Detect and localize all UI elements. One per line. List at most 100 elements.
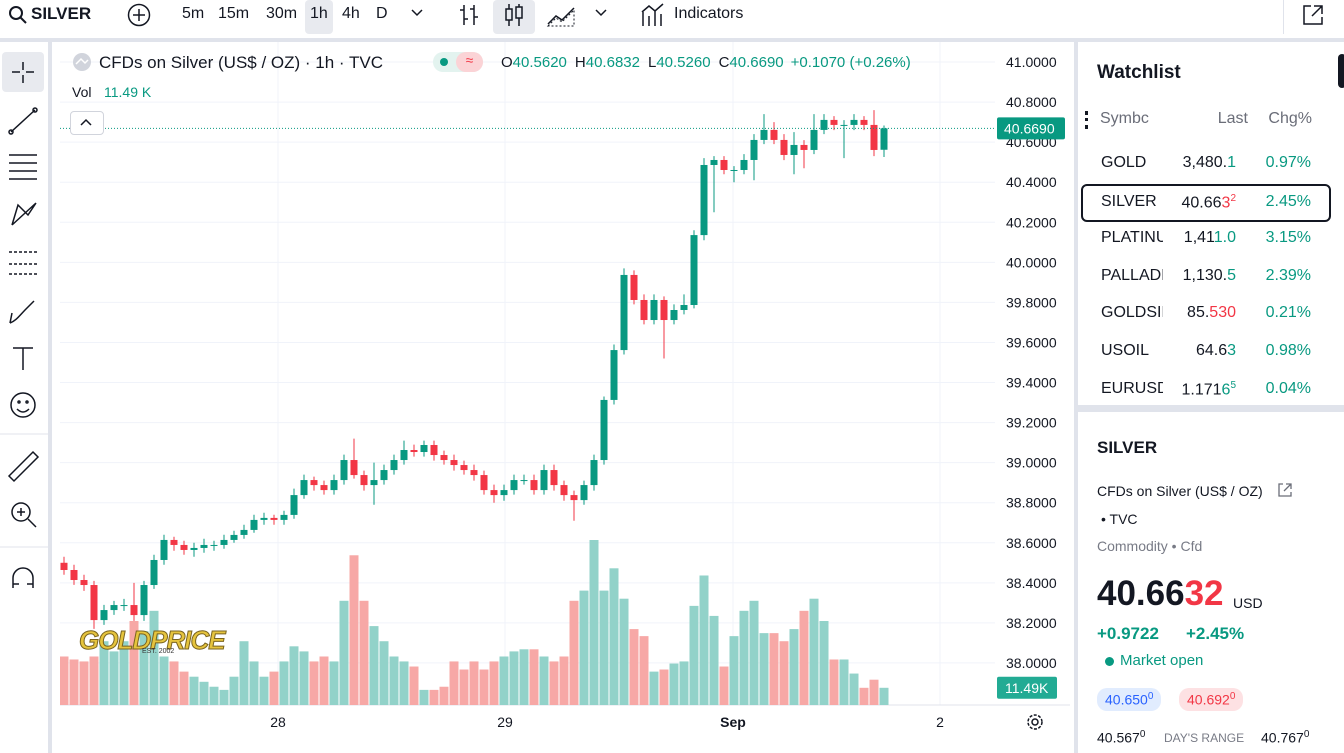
x-tick-label: 2 bbox=[936, 714, 944, 730]
candle-body bbox=[340, 460, 348, 481]
top-toolbar: SILVER Indicators bbox=[0, 0, 1344, 42]
last: 3,480.1 bbox=[1183, 154, 1236, 172]
chart: 41.000040.800040.600040.400040.200040.00… bbox=[60, 42, 1070, 740]
candle-body bbox=[250, 519, 258, 530]
volume-bar bbox=[579, 590, 589, 705]
search-icon[interactable] bbox=[8, 5, 28, 25]
change: +0.9722 bbox=[1097, 624, 1159, 643]
watchlist-row[interactable]: PLATINU 1,411.0 3.15% bbox=[1082, 221, 1330, 255]
volume-bar bbox=[739, 610, 749, 705]
change: 2.39% bbox=[1265, 266, 1311, 284]
detail-description: CFDs on Silver (US$ / OZ) bbox=[1097, 483, 1263, 499]
last-main: 85. bbox=[1187, 304, 1210, 322]
last: 40.6632 bbox=[1181, 193, 1236, 212]
crosshair-tool[interactable] bbox=[2, 52, 44, 92]
candle-body bbox=[640, 299, 648, 321]
symbol[interactable]: SILVER bbox=[31, 4, 92, 23]
ask-sup: 0 bbox=[1229, 691, 1236, 702]
candle-body bbox=[630, 274, 638, 300]
candle-body bbox=[510, 480, 518, 491]
volume-bar bbox=[169, 661, 179, 705]
watchlist-row[interactable]: SILVER 40.6632 2.45% bbox=[1081, 183, 1331, 222]
ohlc-key: L bbox=[647, 54, 657, 71]
candle-body bbox=[60, 562, 68, 570]
column-header[interactable]: Last bbox=[1217, 110, 1248, 127]
watchlist-row[interactable]: USOIL 64.63 0.98% bbox=[1082, 334, 1330, 368]
market-status: Market open bbox=[1120, 652, 1204, 669]
interval[interactable]: 15m bbox=[218, 5, 250, 22]
indicators-icon[interactable] bbox=[640, 2, 666, 28]
status-dot bbox=[1105, 657, 1114, 666]
candle-body bbox=[500, 490, 508, 496]
volume-bar bbox=[569, 600, 579, 705]
volume-bar bbox=[839, 659, 849, 705]
candle-body bbox=[700, 164, 708, 236]
volume-bar bbox=[60, 656, 69, 705]
candle-body bbox=[610, 350, 618, 400]
watermark-est: EST. 2002 bbox=[142, 648, 175, 655]
column-header[interactable]: Symbc bbox=[1100, 110, 1149, 127]
volume-bar bbox=[259, 676, 269, 705]
last-tail: 530 bbox=[1209, 304, 1236, 322]
popout[interactable] bbox=[1300, 2, 1326, 28]
volume-bar bbox=[459, 669, 469, 705]
watchlist-row[interactable]: EURUSD 1.17165 0.04% bbox=[1082, 372, 1330, 406]
candle-body bbox=[860, 119, 868, 125]
watchlist-row[interactable]: PALLADI 1,130.5 2.39% bbox=[1082, 259, 1330, 293]
interval-menu[interactable] bbox=[410, 6, 424, 20]
style-menu[interactable] bbox=[594, 6, 608, 20]
volume-bar bbox=[149, 610, 159, 705]
volume-bar bbox=[299, 651, 309, 705]
settings[interactable] bbox=[1024, 711, 1046, 733]
candle-body bbox=[670, 310, 678, 321]
volume-bar bbox=[409, 666, 419, 705]
candle-body bbox=[410, 450, 418, 453]
volume-bar bbox=[209, 686, 219, 705]
watchlist-row[interactable]: GOLD 3,480.1 0.97% bbox=[1082, 146, 1330, 180]
candle-body bbox=[90, 585, 98, 621]
volume-bar bbox=[679, 661, 689, 705]
candle-body bbox=[440, 455, 448, 461]
interval[interactable]: 4h bbox=[342, 5, 360, 22]
volume-bar bbox=[879, 687, 889, 705]
last-tail: 6 bbox=[1221, 380, 1231, 398]
external-link[interactable] bbox=[1277, 482, 1293, 498]
interval[interactable]: 1h bbox=[305, 0, 333, 34]
volume-bar bbox=[449, 661, 459, 705]
collapse-legend[interactable] bbox=[70, 111, 104, 135]
candle-body bbox=[650, 299, 658, 321]
price-tail: 32 bbox=[1184, 574, 1224, 613]
interval[interactable]: 30m bbox=[266, 5, 298, 22]
ask-main: 40.692 bbox=[1187, 691, 1230, 708]
price-main: 40.66 bbox=[1097, 574, 1185, 613]
area-style[interactable] bbox=[546, 2, 578, 28]
indicators[interactable]: Indicators bbox=[674, 5, 744, 22]
volume-bar bbox=[99, 641, 109, 705]
y-tick-label: 40.4000 bbox=[1006, 174, 1057, 190]
candle-body bbox=[130, 605, 138, 616]
candle-body bbox=[880, 128, 888, 150]
interval[interactable]: 5m bbox=[182, 5, 205, 22]
watchlist-row[interactable]: GOLDSIL 85.530 0.21% bbox=[1082, 296, 1330, 330]
interval[interactable]: D bbox=[376, 5, 388, 22]
last-volume-label: 11.49K bbox=[1005, 680, 1049, 696]
volume-bar bbox=[119, 641, 129, 705]
drag-handle[interactable] bbox=[1085, 111, 1091, 129]
scrollbar[interactable] bbox=[1338, 54, 1344, 88]
column-header[interactable]: Chg% bbox=[1268, 110, 1312, 127]
candle-body bbox=[540, 470, 548, 491]
volume-bar bbox=[179, 671, 189, 705]
bar-style[interactable] bbox=[456, 2, 482, 28]
range-high: 40.7670 bbox=[1261, 729, 1309, 746]
volume-bar bbox=[849, 673, 859, 705]
candle-icon bbox=[505, 4, 523, 26]
candle-body bbox=[120, 605, 128, 607]
y-tick-label: 38.0000 bbox=[1006, 655, 1057, 671]
candle-body bbox=[300, 480, 308, 496]
candle-body bbox=[280, 514, 288, 520]
add-symbol[interactable] bbox=[126, 2, 152, 28]
volume-bar bbox=[669, 663, 679, 705]
volume-bar bbox=[269, 671, 279, 705]
candle-style[interactable] bbox=[493, 0, 535, 34]
divider bbox=[1283, 0, 1284, 34]
